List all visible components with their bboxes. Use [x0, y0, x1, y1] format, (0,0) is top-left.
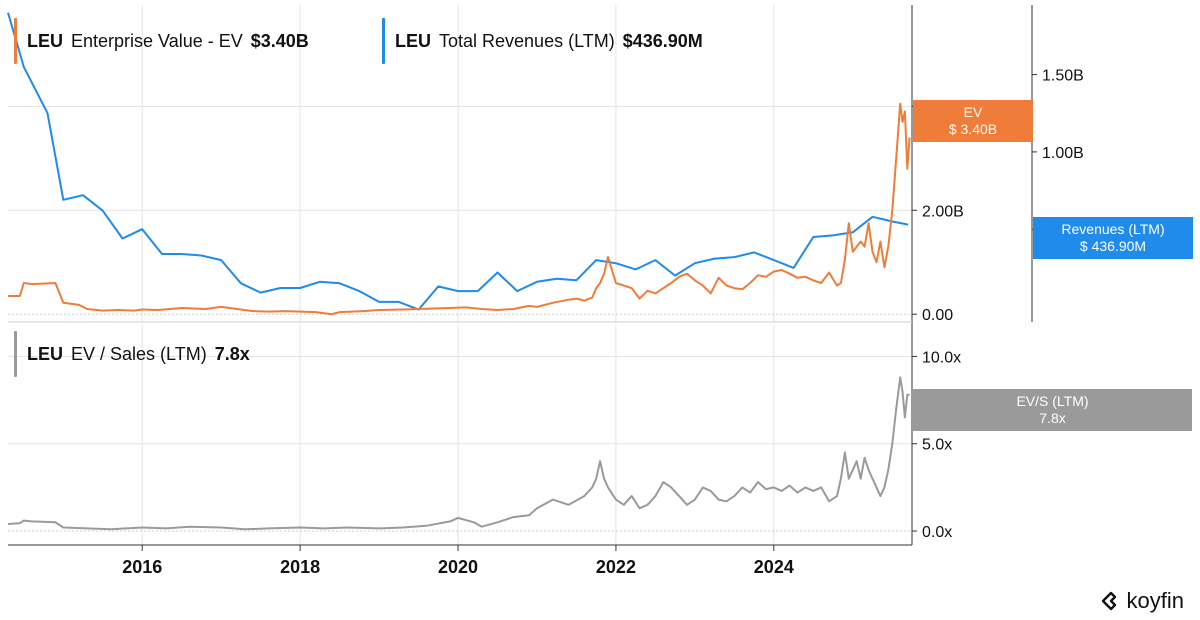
x-tick-label-2016: 2016 [122, 557, 162, 577]
legend-evs-ticker: LEU [27, 343, 63, 364]
legend-ev-value: $3.40B [250, 30, 309, 51]
legend-ev-ticker: LEU [27, 30, 63, 51]
y-evs-tick-label-0: 0.0x [922, 524, 952, 541]
x-tick-label-2024: 2024 [754, 557, 794, 577]
legend-revenue-swatch [382, 18, 385, 64]
legend-revenue-label: Total Revenues (LTM) [439, 30, 615, 51]
chart-frame [8, 5, 1033, 546]
evs-series-line [7, 376, 910, 531]
legend-ev: LEU Enterprise Value - EV $3.40B [14, 16, 309, 66]
evs-value-tag: EV/S (LTM) 7.8x [913, 389, 1192, 431]
x-tick-label-2022: 2022 [596, 557, 636, 577]
brand-name: koyfin [1126, 588, 1184, 613]
legend-revenue: LEU Total Revenues (LTM) $436.90M [382, 16, 703, 66]
legend-evs-value: 7.8x [214, 343, 250, 364]
revenue-series-line [7, 12, 909, 311]
legend-evs-swatch [14, 331, 17, 377]
koyfin-mark-icon [1101, 591, 1116, 611]
y-left-tick-label-1: 2.00B [922, 203, 964, 220]
evs-tag-label: EV/S (LTM) [1016, 393, 1089, 409]
legend-evs-label: EV / Sales (LTM) [71, 343, 207, 364]
y-left-tick-label-0: 0.00 [922, 307, 953, 324]
ev-sales-axis: 0.0x 5.0x 10.0x [912, 349, 961, 541]
legend-revenue-value: $436.90M [622, 30, 703, 51]
x-axis-ticks: 2016 2018 2020 2022 2024 [122, 545, 794, 577]
x-tick-label-2020: 2020 [438, 557, 478, 577]
y-evs-tick-label-2: 10.0x [922, 349, 961, 366]
bottom-panel-grid [8, 325, 912, 545]
evs-tag-value: 7.8x [1039, 410, 1066, 426]
revenue-value-tag: Revenues (LTM) $ 436.90M [1033, 217, 1193, 259]
revenue-tag-label: Revenues (LTM) [1061, 221, 1165, 237]
ev-value-tag: EV $ 3.40B [913, 100, 1033, 142]
ev-tag-value: $ 3.40B [948, 121, 998, 137]
revenue-tag-value: $ 436.90M [1079, 238, 1147, 254]
y-right-tick-label-1: 1.00B [1042, 145, 1084, 162]
legend-ev-label: Enterprise Value - EV [71, 30, 243, 51]
legend-revenue-ticker: LEU [395, 30, 431, 51]
koyfin-logo: koyfin [1099, 588, 1184, 614]
y-right-tick-label-2: 1.50B [1042, 68, 1084, 85]
ev-tag-label: EV [963, 104, 983, 120]
ev-series-line [8, 102, 911, 316]
legend-evs: LEU EV / Sales (LTM) 7.8x [14, 329, 250, 379]
y-evs-tick-label-1: 5.0x [922, 437, 952, 454]
series-lines [7, 12, 911, 531]
legend-ev-swatch [14, 18, 17, 64]
x-tick-label-2018: 2018 [280, 557, 320, 577]
top-panel-grid [8, 5, 912, 322]
